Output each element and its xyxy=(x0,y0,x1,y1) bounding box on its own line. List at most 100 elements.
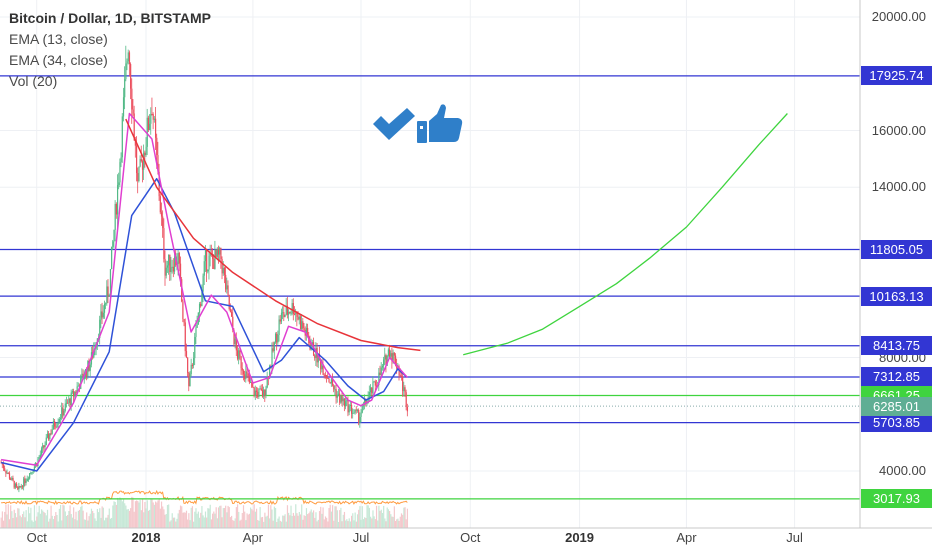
volume-bar xyxy=(274,507,277,528)
volume-bar xyxy=(70,514,72,528)
candle-body xyxy=(358,410,360,423)
volume-bar xyxy=(102,507,104,528)
volume-bar xyxy=(304,516,306,528)
volume-bar xyxy=(38,505,40,528)
volume-bar xyxy=(381,512,384,528)
volume-bar xyxy=(336,510,338,528)
volume-bar xyxy=(189,520,191,528)
candle-body xyxy=(195,327,197,337)
volume-bar xyxy=(131,496,133,528)
x-tick-label: Jul xyxy=(352,530,370,545)
legend-ema34: EMA (34, close) xyxy=(9,52,108,68)
candle-body xyxy=(214,250,216,269)
candle-body xyxy=(297,316,299,320)
candle-body xyxy=(17,486,19,490)
volume-bar xyxy=(215,507,217,528)
candle-body xyxy=(25,481,27,483)
volume-bar xyxy=(78,509,81,528)
volume-bars xyxy=(0,489,409,528)
candle-body xyxy=(374,381,376,386)
candle-body xyxy=(219,247,221,255)
volume-bar xyxy=(398,520,400,528)
price-badge: 7312.85 xyxy=(861,367,932,387)
candle-body xyxy=(155,118,157,138)
candle-body xyxy=(327,377,329,379)
volume-bar xyxy=(220,505,222,528)
candle-body xyxy=(122,97,125,117)
y-tick-label: 20000.00 xyxy=(871,9,926,24)
candle-body xyxy=(145,146,147,156)
volume-bar xyxy=(137,500,139,528)
volume-bar xyxy=(11,511,13,528)
volume-bar xyxy=(134,501,137,528)
candle-body xyxy=(124,79,126,98)
volume-bar xyxy=(384,518,386,528)
volume-bar xyxy=(399,516,401,528)
y-tick-label: 14000.00 xyxy=(871,179,926,195)
volume-bar xyxy=(82,510,84,528)
candle-body xyxy=(178,253,180,264)
volume-bar xyxy=(297,515,299,528)
candle-body xyxy=(248,376,251,383)
candle-body xyxy=(128,52,131,65)
volume-bar xyxy=(354,512,356,528)
candle-body xyxy=(228,294,230,309)
volume-bar xyxy=(372,510,374,528)
volume-bar xyxy=(62,504,64,528)
candle-body xyxy=(234,338,236,345)
volume-bar xyxy=(244,511,246,528)
volume-bar xyxy=(212,513,214,528)
candle-body xyxy=(100,311,102,320)
volume-bar xyxy=(234,518,236,528)
candle-body xyxy=(404,387,406,393)
candle-body xyxy=(114,204,116,230)
volume-bar xyxy=(397,518,399,528)
volume-bar xyxy=(74,519,76,528)
volume-bar xyxy=(307,514,309,528)
candle-body xyxy=(95,346,97,349)
candle-body xyxy=(206,249,208,272)
candle-body xyxy=(156,137,158,156)
volume-bar xyxy=(204,511,207,528)
candle-body xyxy=(280,312,283,322)
volume-bar xyxy=(128,510,131,528)
candle-body xyxy=(8,473,11,479)
candle-body xyxy=(125,63,127,80)
volume-bar xyxy=(35,520,37,528)
volume-bar xyxy=(13,509,15,528)
candle-body xyxy=(330,379,333,384)
volume-bar xyxy=(285,521,287,528)
candle-body xyxy=(346,399,348,402)
candle-body xyxy=(233,329,235,345)
candle-body xyxy=(213,258,215,269)
candle-body xyxy=(271,348,273,367)
volume-bar xyxy=(250,507,252,528)
volume-bar xyxy=(185,510,188,528)
volume-bar xyxy=(146,500,148,528)
volume-ma-line xyxy=(1,489,408,506)
volume-bar xyxy=(350,515,353,528)
volume-bar xyxy=(164,514,166,528)
candle-body xyxy=(263,389,265,397)
candle-body xyxy=(64,403,66,411)
candle-body xyxy=(269,365,271,379)
volume-bar xyxy=(387,509,390,528)
volume-bar xyxy=(127,509,129,528)
volume-bar xyxy=(356,514,359,528)
volume-bar xyxy=(269,518,271,528)
candle-body xyxy=(170,267,172,273)
volume-bar xyxy=(232,520,234,528)
candle-body xyxy=(102,312,104,318)
volume-bar xyxy=(247,514,249,528)
volume-bar xyxy=(333,520,335,528)
candle-body xyxy=(378,372,380,386)
volume-bar xyxy=(75,511,77,528)
volume-bar xyxy=(149,509,151,528)
volume-bar xyxy=(163,509,165,528)
volume-bar xyxy=(4,511,6,528)
volume-bar xyxy=(390,514,392,528)
volume-bar xyxy=(120,499,122,528)
volume-bar xyxy=(111,517,113,528)
check-icon xyxy=(373,108,415,140)
